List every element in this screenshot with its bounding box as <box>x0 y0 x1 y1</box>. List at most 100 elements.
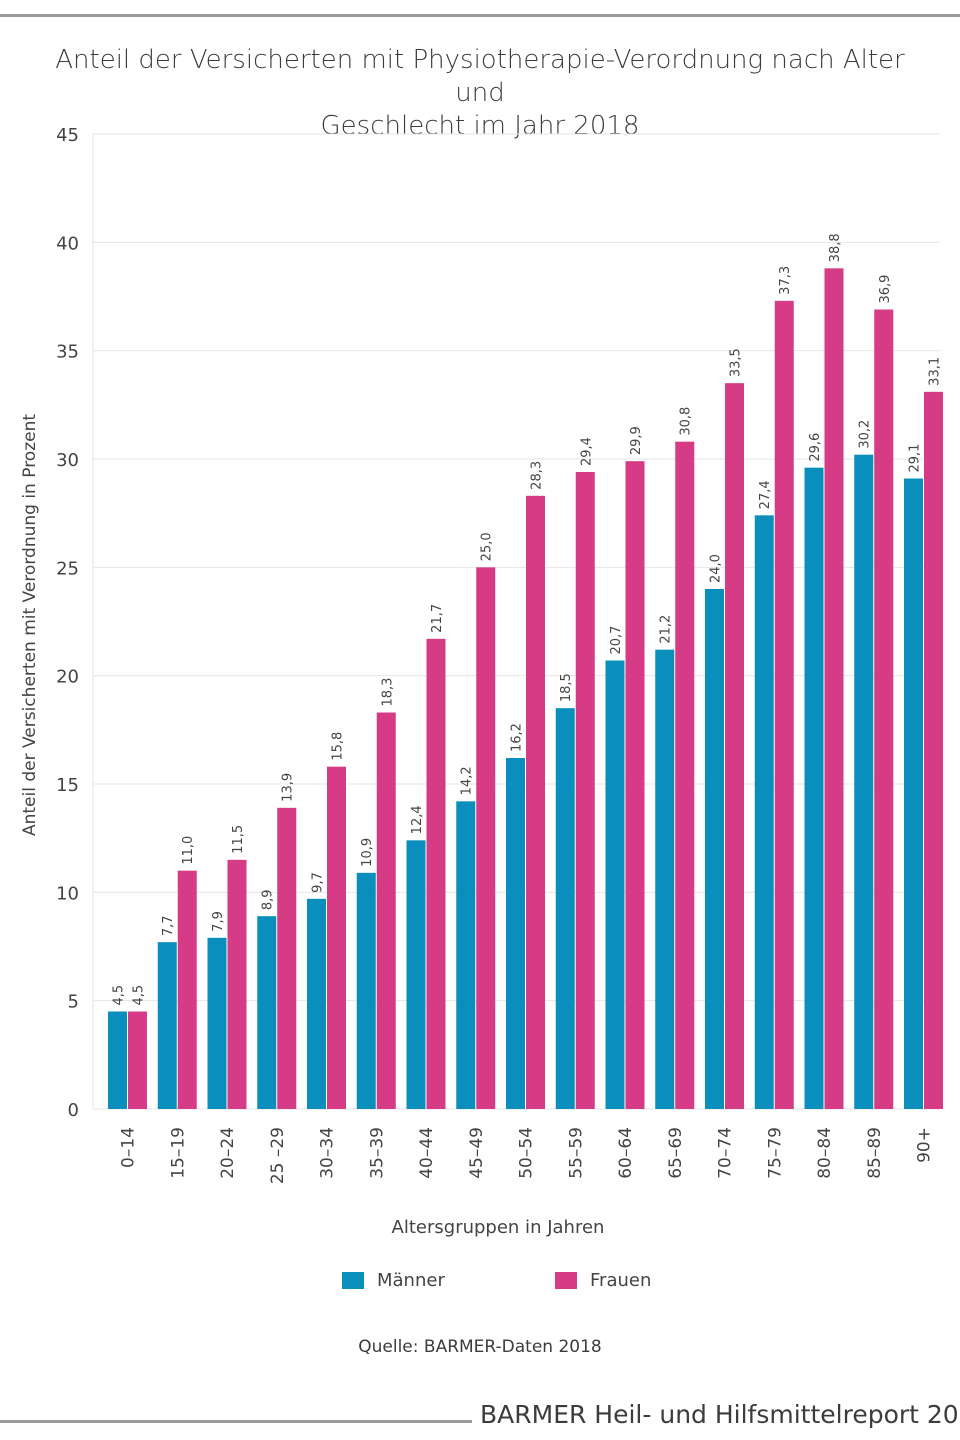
bar-frauen <box>476 567 496 1109</box>
bar-frauen <box>177 870 197 1109</box>
data-label: 8,9 <box>261 889 276 910</box>
bar-maenner <box>605 660 625 1109</box>
legend-item-frauen: Frauen <box>555 1268 651 1292</box>
bar-frauen <box>277 807 297 1109</box>
bar-maenner <box>456 801 476 1109</box>
bar-maenner <box>157 942 177 1109</box>
bar-frauen <box>327 766 346 1109</box>
data-label: 7,7 <box>161 915 176 936</box>
data-label: 15,8 <box>331 732 346 761</box>
data-label: 21,7 <box>430 604 445 633</box>
y-tick-label: 0 <box>68 1100 79 1121</box>
data-label: 29,4 <box>579 437 594 466</box>
data-label: 12,4 <box>410 805 425 834</box>
x-tick-label: 50–54 <box>517 1127 537 1179</box>
x-tick-label: 65–69 <box>666 1127 686 1179</box>
legend-swatch-maenner <box>342 1271 364 1289</box>
x-tick-label: 60–64 <box>616 1127 636 1179</box>
x-tick-label: 35–39 <box>367 1127 387 1179</box>
data-label: 33,5 <box>729 348 744 377</box>
bar-frauen <box>725 383 744 1110</box>
data-label: 18,5 <box>559 673 574 702</box>
bar-maenner <box>904 478 923 1109</box>
bar-frauen <box>675 441 695 1110</box>
data-label: 24,0 <box>709 554 724 583</box>
bar-frauen <box>426 638 446 1109</box>
bar-maenner <box>207 937 227 1109</box>
data-label: 33,1 <box>928 357 943 386</box>
legend-label-maenner: Männer <box>377 1269 445 1291</box>
data-label: 29,6 <box>808 433 823 462</box>
x-tick-label: 75–79 <box>765 1127 785 1179</box>
data-label: 27,4 <box>758 480 773 509</box>
data-label: 37,3 <box>778 266 793 295</box>
data-label: 16,2 <box>510 723 525 752</box>
data-label: 11,5 <box>231 825 246 854</box>
bar-maenner <box>754 515 774 1109</box>
y-tick-label: 5 <box>68 992 79 1013</box>
bar-frauen <box>227 859 247 1109</box>
chart-title-line-1: Anteil der Versicherten mit Physiotherap… <box>55 45 905 108</box>
x-tick-label: 90+ <box>915 1127 935 1163</box>
bar-maenner <box>406 840 426 1109</box>
y-tick-label: 15 <box>56 775 79 796</box>
bar-maenner <box>854 454 874 1110</box>
bar-maenner <box>705 589 724 1109</box>
x-tick-label: 30–34 <box>318 1127 338 1179</box>
bar-maenner <box>257 916 277 1109</box>
bar-chart: 0 5 10 15 20 25 30 35 40 45 4,5 4,5 7,7 11,0 7,9 11,5 8… <box>20 125 943 1238</box>
bars <box>108 268 943 1110</box>
x-tick-label: 20–24 <box>218 1127 238 1179</box>
bar-frauen <box>526 495 545 1109</box>
data-label: 29,1 <box>908 444 923 473</box>
x-tick-label: 45–49 <box>467 1127 487 1179</box>
x-axis-ticks: 0–14 15–19 20–24 25 –29 30–34 35–39 40–44 45–49… <box>119 1127 935 1184</box>
x-tick-label: 40–44 <box>417 1127 437 1179</box>
bar-maenner <box>108 1011 127 1109</box>
bar-frauen <box>874 309 894 1109</box>
data-labels: 4,5 4,5 7,7 11,0 7,9 11,5 8,9 13,9 9,7 15,8 10,9 18… <box>112 233 943 1005</box>
bar-maenner <box>655 649 675 1109</box>
bar-frauen <box>376 712 396 1109</box>
bar-frauen <box>774 300 794 1109</box>
data-label: 28,3 <box>530 461 545 490</box>
data-label: 13,9 <box>281 773 296 802</box>
y-axis-ticks: 0 5 10 15 20 25 30 35 40 45 <box>56 125 79 1121</box>
y-tick-label: 20 <box>56 667 79 688</box>
x-tick-label: 85–89 <box>865 1127 885 1179</box>
data-label: 14,2 <box>460 766 475 795</box>
data-label: 30,8 <box>679 407 694 436</box>
x-tick-label: 15–19 <box>168 1127 188 1179</box>
data-label: 7,9 <box>211 911 226 932</box>
chart-title: Anteil der Versicherten mit Physiotherap… <box>40 44 920 143</box>
legend-label-frauen: Frauen <box>590 1269 652 1291</box>
bar-frauen <box>824 268 844 1109</box>
bar-maenner <box>555 708 575 1109</box>
x-tick-label: 80–84 <box>815 1127 835 1179</box>
chart-title-line-2: Geschlecht im Jahr 2018 <box>320 111 640 141</box>
bar-frauen <box>575 472 595 1109</box>
y-tick-label: 10 <box>56 883 79 904</box>
data-label: 11,0 <box>181 836 196 865</box>
bar-frauen <box>924 391 943 1109</box>
legend-swatch-frauen <box>555 1271 577 1289</box>
data-label: 9,7 <box>311 872 326 893</box>
data-label: 29,9 <box>629 426 644 455</box>
y-tick-label: 25 <box>56 558 79 579</box>
data-label: 25,0 <box>480 532 495 561</box>
x-tick-label: 0–14 <box>119 1127 139 1168</box>
data-label: 36,9 <box>878 275 893 304</box>
legend-item-maenner: Männer <box>342 1268 445 1292</box>
bar-maenner <box>804 467 824 1110</box>
data-label: 20,7 <box>609 626 624 655</box>
top-rule <box>0 14 960 17</box>
y-axis-title: Anteil der Versicherten mit Verordnung i… <box>20 414 40 836</box>
data-label: 18,3 <box>380 678 395 707</box>
source-note: Quelle: BARMER-Daten 2018 <box>358 1337 602 1357</box>
bar-maenner <box>506 758 525 1109</box>
data-label: 38,8 <box>828 233 843 262</box>
bar-frauen <box>128 1011 147 1109</box>
data-label: 4,5 <box>132 985 147 1006</box>
x-tick-label: 25 –29 <box>268 1127 288 1184</box>
x-axis-title: Altersgruppen in Jahren <box>392 1217 605 1238</box>
